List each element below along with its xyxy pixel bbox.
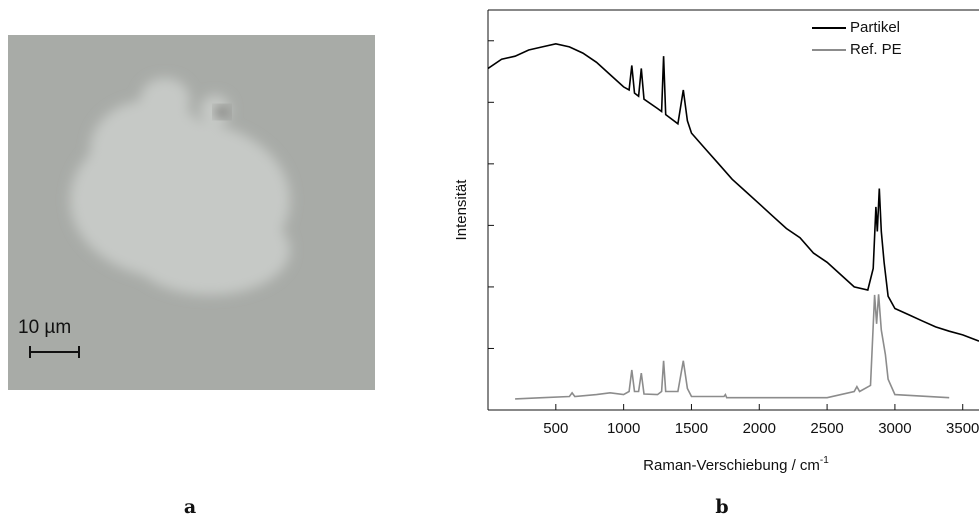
caption: a xyxy=(184,496,196,518)
x-tick-label: 1000 xyxy=(607,420,640,437)
legend-label: Partikel xyxy=(850,19,900,36)
spectrum-line xyxy=(515,294,950,400)
scale-label: 10 µm xyxy=(18,317,71,338)
plot: 500 1000 1500 2000 2500 3000 3500 Partikel Ref. … xyxy=(487,9,979,437)
y-axis-label: Intensität xyxy=(453,179,470,241)
spectrum-line xyxy=(488,42,979,342)
x-axis-label-superscript: -1 xyxy=(820,455,829,466)
x-tick-label: 500 xyxy=(543,420,568,437)
legend-label: Ref. PE xyxy=(850,41,902,58)
caption: b xyxy=(715,496,728,518)
x-tick-label: 3500 xyxy=(946,420,979,437)
x-axis-label: Raman-Verschiebung / cm-1 xyxy=(643,455,829,474)
scale-bar xyxy=(29,346,80,358)
micrograph xyxy=(8,35,375,390)
x-tick-label: 2000 xyxy=(743,420,776,437)
x-tick-label: 2500 xyxy=(810,420,843,437)
x-tick-label: 3000 xyxy=(878,420,911,437)
x-axis-label-text: Raman-Verschiebung / cm xyxy=(643,457,820,474)
x-tick-label: 1500 xyxy=(675,420,708,437)
